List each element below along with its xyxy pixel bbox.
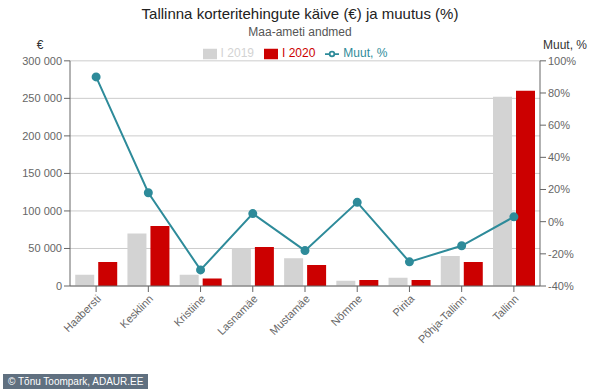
html-text:© Tõnu Toompark, ADAUR.EE: © Tõnu Toompark, ADAUR.EE bbox=[8, 376, 144, 387]
svg-text:Kesklinn: Kesklinn bbox=[117, 292, 155, 330]
svg-text:Haabersti: Haabersti bbox=[61, 292, 103, 334]
svg-text:-40%: -40% bbox=[548, 280, 574, 292]
html-text:Muut, %: Muut, % bbox=[343, 46, 388, 60]
html-text:I 2020: I 2020 bbox=[282, 46, 316, 60]
svg-text:Tallinn: Tallinn bbox=[490, 292, 521, 323]
svg-text:-20%: -20% bbox=[548, 248, 574, 260]
svg-text:0%: 0% bbox=[548, 216, 564, 228]
svg-text:Põhja-Tallinn: Põhja-Tallinn bbox=[416, 292, 469, 345]
svg-text:€: € bbox=[37, 40, 44, 52]
svg-text:60%: 60% bbox=[548, 119, 570, 131]
html-text:Maa-ameti andmed: Maa-ameti andmed bbox=[248, 25, 352, 39]
svg-text:50 000: 50 000 bbox=[28, 242, 62, 254]
svg-text:Nõmme: Nõmme bbox=[328, 292, 364, 328]
html-text:I 2019: I 2019 bbox=[220, 46, 254, 60]
svg-text:Lasnamäe: Lasnamäe bbox=[215, 292, 260, 337]
svg-text:Kristiine: Kristiine bbox=[171, 292, 207, 328]
svg-text:0: 0 bbox=[56, 280, 62, 292]
svg-text:80%: 80% bbox=[548, 87, 570, 99]
svg-text:200 000: 200 000 bbox=[22, 130, 62, 142]
svg-text:300 000: 300 000 bbox=[22, 55, 62, 67]
svg-text:Mustamäe: Mustamäe bbox=[267, 292, 312, 337]
svg-text:100%: 100% bbox=[548, 55, 576, 67]
svg-text:150 000: 150 000 bbox=[22, 167, 62, 179]
svg-text:20%: 20% bbox=[548, 183, 570, 195]
svg-text:250 000: 250 000 bbox=[22, 92, 62, 104]
svg-text:40%: 40% bbox=[548, 151, 570, 163]
html-text:Tallinna korteritehingute käiv: Tallinna korteritehingute käive (€) ja m… bbox=[141, 5, 459, 22]
svg-text:Muut, %: Muut, % bbox=[543, 40, 587, 52]
svg-text:100 000: 100 000 bbox=[22, 205, 62, 217]
svg-text:Pirita: Pirita bbox=[390, 292, 417, 319]
